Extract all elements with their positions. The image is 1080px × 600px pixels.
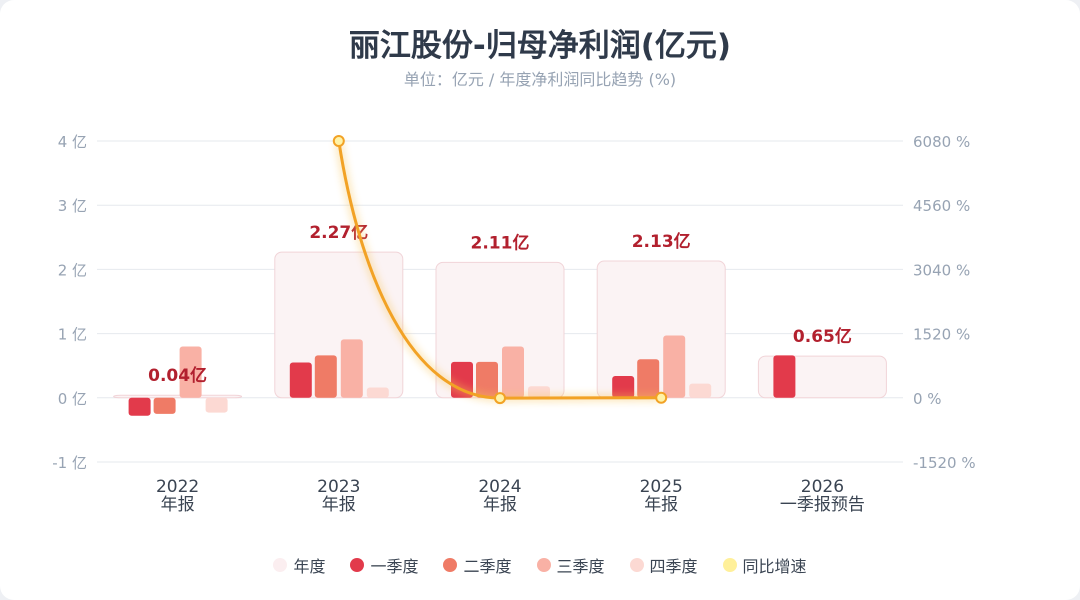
legend-item-yoy_legend[interactable]: 同比增速 — [722, 553, 807, 577]
y-left-tick-label: 2 亿 — [58, 261, 87, 279]
annual-bar — [274, 251, 404, 399]
yoy-point — [332, 135, 345, 147]
legend-swatch — [350, 558, 365, 572]
quarter-bar-q3 — [179, 346, 202, 398]
yoy-line — [337, 140, 662, 400]
annual-value-label: 2.13亿 — [632, 231, 691, 252]
y-right-tick-label: 6080 % — [913, 133, 970, 151]
quarter-bar-q1 — [289, 362, 312, 398]
y-right-tick-label: 4560 % — [913, 197, 970, 215]
x-tick-label-period: 年报 — [483, 495, 517, 515]
legend-label: 年度 — [293, 557, 326, 576]
quarter-bar-q3 — [502, 346, 524, 398]
quarter-bar-q2 — [314, 355, 337, 398]
legend-label: 四季度 — [649, 557, 698, 576]
annual-bar — [113, 394, 243, 399]
quarter-bar-q4 — [366, 387, 389, 398]
legend-label: 三季度 — [556, 557, 605, 576]
annual-value-label: 0.04亿 — [148, 365, 207, 386]
y-left-tick-label: -1 亿 — [52, 454, 87, 472]
yoy-point — [655, 391, 668, 404]
x-tick-label-period: 年报 — [644, 495, 678, 515]
chart-legend: 年度 一季度 二季度 三季度 四季度 同比增速 — [0, 553, 1080, 577]
quarter-bar-q4 — [205, 397, 228, 413]
y-left-tick-label: 3 亿 — [58, 197, 87, 215]
y-right-tick-label: 3040 % — [913, 261, 970, 279]
legend-item-q3[interactable]: 三季度 — [536, 553, 605, 577]
quarter-bar-q4 — [689, 383, 712, 398]
annual-value-label: 2.11亿 — [471, 232, 530, 253]
x-tick-label-year: 2024 — [478, 477, 521, 497]
quarter-bar-q2 — [153, 397, 176, 414]
legend-swatch — [273, 558, 288, 572]
legend-item-q2[interactable]: 二季度 — [443, 553, 512, 577]
chart-subtitle: 单位：亿元 / 年度净利润同比趋势 (%) — [403, 70, 677, 89]
legend-label: 一季度 — [370, 557, 419, 576]
x-tick-label-year: 2023 — [317, 477, 360, 497]
quarter-bar-q1 — [773, 355, 796, 398]
x-tick-label-period: 年报 — [161, 495, 195, 515]
y-right-tick-label: -1520 % — [913, 454, 976, 472]
quarter-bar-q2 — [476, 361, 498, 398]
yoy-point — [494, 392, 506, 405]
legend-swatch — [629, 558, 644, 572]
legend-item-year[interactable]: 年度 — [273, 553, 325, 577]
x-tick-label-year: 2026 — [801, 477, 844, 497]
y-right-tick-label: 0 % — [913, 390, 942, 408]
legend-item-q1[interactable]: 一季度 — [350, 553, 418, 577]
legend-swatch — [443, 558, 458, 572]
annual-value-label: 0.65亿 — [793, 326, 852, 347]
quarter-bar-q1 — [612, 375, 635, 398]
y-right-tick-label: 1520 % — [913, 326, 970, 344]
legend-item-q4[interactable]: 四季度 — [629, 553, 698, 577]
y-left-tick-label: 1 亿 — [58, 326, 87, 344]
quarter-bar-q3 — [663, 335, 686, 398]
quarter-bar-q3 — [340, 339, 363, 398]
y-left-tick-label: 4 亿 — [58, 133, 87, 151]
quarter-bar-q1 — [128, 397, 151, 416]
quarter-bar-q2 — [637, 359, 660, 398]
x-tick-label-year: 2025 — [640, 477, 683, 497]
y-left-tick-label: 0 亿 — [58, 390, 87, 408]
chart-title: 丽江股份-归母净利润(亿元) — [348, 28, 732, 64]
legend-label: 二季度 — [463, 557, 512, 576]
legend-label: 同比增速 — [742, 557, 807, 576]
legend-swatch — [536, 558, 551, 572]
legend-swatch — [722, 558, 737, 572]
x-tick-label-period: 年报 — [322, 495, 356, 515]
x-tick-label-year: 2022 — [156, 477, 199, 497]
x-tick-label-period: 一季报预告 — [780, 495, 865, 515]
